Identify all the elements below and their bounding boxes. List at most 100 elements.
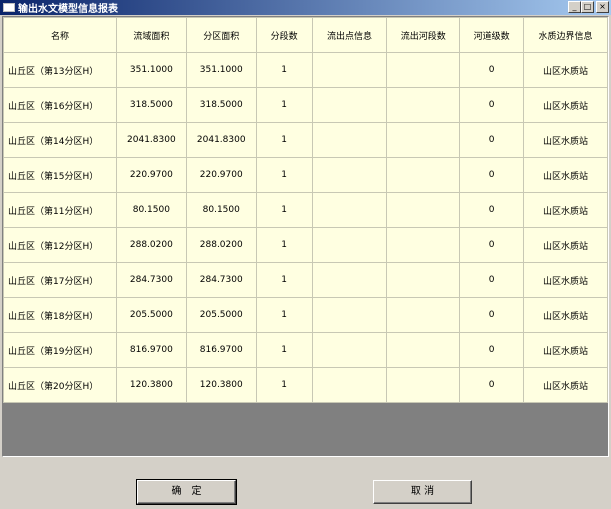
table-cell[interactable]: 1: [255, 262, 313, 298]
table-cell[interactable]: 0: [459, 52, 525, 88]
table-cell[interactable]: 1: [255, 332, 313, 368]
maximize-button[interactable]: □: [581, 1, 594, 13]
table-cell[interactable]: 山丘区（第15分区H）: [3, 157, 117, 193]
cancel-button[interactable]: 取 消: [373, 480, 472, 504]
table-cell[interactable]: 288.0200: [115, 227, 187, 263]
table-cell[interactable]: 2041.8300: [185, 122, 257, 158]
table-row[interactable]: 山丘区（第19分区H） 816.9700 816.9700 1 0 山区水质站: [3, 332, 608, 368]
table-cell[interactable]: 351.1000: [185, 52, 257, 88]
table-cell[interactable]: 0: [459, 367, 525, 403]
column-header[interactable]: 水质边界信息: [523, 17, 608, 53]
table-cell[interactable]: 0: [459, 87, 525, 123]
table-cell[interactable]: 816.9700: [185, 332, 257, 368]
column-header[interactable]: 河道级数: [459, 17, 525, 53]
table-cell[interactable]: 80.1500: [185, 192, 257, 228]
table-cell[interactable]: 山丘区（第20分区H）: [3, 367, 117, 403]
column-header[interactable]: 分区面积: [185, 17, 257, 53]
table-cell[interactable]: [311, 192, 388, 228]
table-cell[interactable]: [311, 87, 388, 123]
table-cell[interactable]: 1: [255, 157, 313, 193]
table-row[interactable]: 山丘区（第14分区H） 2041.8300 2041.8300 1 0 山区水质站: [3, 122, 608, 158]
table-cell[interactable]: 0: [459, 192, 525, 228]
report-grid[interactable]: 名称 流域面积 分区面积 分段数 流出点信息 流出河段数 河道级数 水质边界信息 山丘区（第1…: [2, 16, 609, 457]
column-header[interactable]: 流域面积: [115, 17, 187, 53]
table-cell[interactable]: 山丘区（第18分区H）: [3, 297, 117, 333]
close-button[interactable]: ×: [596, 1, 609, 13]
table-cell[interactable]: 山丘区（第17分区H）: [3, 262, 117, 298]
table-cell[interactable]: 山丘区（第13分区H）: [3, 52, 117, 88]
table-row[interactable]: 山丘区（第15分区H） 220.9700 220.9700 1 0 山区水质站: [3, 157, 608, 193]
table-cell[interactable]: 205.5000: [115, 297, 187, 333]
table-cell[interactable]: 山丘区（第16分区H）: [3, 87, 117, 123]
table-cell[interactable]: 山丘区（第14分区H）: [3, 122, 117, 158]
table-cell[interactable]: 山区水质站: [523, 157, 608, 193]
table-cell[interactable]: 0: [459, 332, 525, 368]
table-cell[interactable]: [386, 262, 461, 298]
table-cell[interactable]: 山区水质站: [523, 367, 608, 403]
table-cell[interactable]: 0: [459, 157, 525, 193]
column-header[interactable]: 流出河段数: [386, 17, 461, 53]
table-cell[interactable]: 284.7300: [115, 262, 187, 298]
table-cell[interactable]: 山区水质站: [523, 52, 608, 88]
table-cell[interactable]: 120.3800: [185, 367, 257, 403]
table-cell[interactable]: [386, 87, 461, 123]
table-cell[interactable]: [311, 52, 388, 88]
table-cell[interactable]: [386, 297, 461, 333]
table-row[interactable]: 山丘区（第16分区H） 318.5000 318.5000 1 0 山区水质站: [3, 87, 608, 123]
table-cell[interactable]: 山丘区（第19分区H）: [3, 332, 117, 368]
table-cell[interactable]: 205.5000: [185, 297, 257, 333]
table-row[interactable]: 山丘区（第18分区H） 205.5000 205.5000 1 0 山区水质站: [3, 297, 608, 333]
table-cell[interactable]: 山区水质站: [523, 262, 608, 298]
table-cell[interactable]: 0: [459, 122, 525, 158]
table-cell[interactable]: 山丘区（第11分区H）: [3, 192, 117, 228]
column-header[interactable]: 名称: [3, 17, 117, 53]
table-cell[interactable]: 1: [255, 192, 313, 228]
ok-button[interactable]: 确 定: [136, 479, 237, 505]
table-cell[interactable]: 山丘区（第12分区H）: [3, 227, 117, 263]
table-cell[interactable]: 山区水质站: [523, 227, 608, 263]
table-cell[interactable]: 1: [255, 367, 313, 403]
table-cell[interactable]: 351.1000: [115, 52, 187, 88]
table-cell[interactable]: 山区水质站: [523, 297, 608, 333]
table-row[interactable]: 山丘区（第20分区H） 120.3800 120.3800 1 0 山区水质站: [3, 367, 608, 403]
table-cell[interactable]: [386, 332, 461, 368]
table-cell[interactable]: 山区水质站: [523, 332, 608, 368]
table-cell[interactable]: 288.0200: [185, 227, 257, 263]
table-cell[interactable]: [311, 227, 388, 263]
column-header[interactable]: 流出点信息: [311, 17, 388, 53]
table-cell[interactable]: 220.9700: [115, 157, 187, 193]
table-cell[interactable]: 284.7300: [185, 262, 257, 298]
table-cell[interactable]: [311, 122, 388, 158]
table-cell[interactable]: [386, 52, 461, 88]
table-cell[interactable]: 1: [255, 297, 313, 333]
table-cell[interactable]: 0: [459, 227, 525, 263]
table-cell[interactable]: 318.5000: [115, 87, 187, 123]
table-row[interactable]: 山丘区（第17分区H） 284.7300 284.7300 1 0 山区水质站: [3, 262, 608, 298]
table-cell[interactable]: 1: [255, 122, 313, 158]
table-cell[interactable]: 0: [459, 262, 525, 298]
table-cell[interactable]: [311, 157, 388, 193]
table-row[interactable]: 山丘区（第11分区H） 80.1500 80.1500 1 0 山区水质站: [3, 192, 608, 228]
table-cell[interactable]: 山区水质站: [523, 192, 608, 228]
table-cell[interactable]: [386, 227, 461, 263]
table-cell[interactable]: 0: [459, 297, 525, 333]
table-cell[interactable]: [386, 122, 461, 158]
table-cell[interactable]: 山区水质站: [523, 87, 608, 123]
table-cell[interactable]: 220.9700: [185, 157, 257, 193]
minimize-button[interactable]: _: [568, 1, 581, 13]
table-cell[interactable]: [386, 157, 461, 193]
table-cell[interactable]: 1: [255, 52, 313, 88]
table-row[interactable]: 山丘区（第12分区H） 288.0200 288.0200 1 0 山区水质站: [3, 227, 608, 263]
table-cell[interactable]: 1: [255, 87, 313, 123]
table-cell[interactable]: [386, 367, 461, 403]
table-cell[interactable]: 2041.8300: [115, 122, 187, 158]
table-cell[interactable]: 80.1500: [115, 192, 187, 228]
table-cell[interactable]: [311, 367, 388, 403]
column-header[interactable]: 分段数: [255, 17, 313, 53]
table-cell[interactable]: [311, 297, 388, 333]
table-cell[interactable]: 120.3800: [115, 367, 187, 403]
table-row[interactable]: 山丘区（第13分区H） 351.1000 351.1000 1 0 山区水质站: [3, 52, 608, 88]
table-cell[interactable]: [386, 192, 461, 228]
table-cell[interactable]: 816.9700: [115, 332, 187, 368]
table-cell[interactable]: [311, 262, 388, 298]
